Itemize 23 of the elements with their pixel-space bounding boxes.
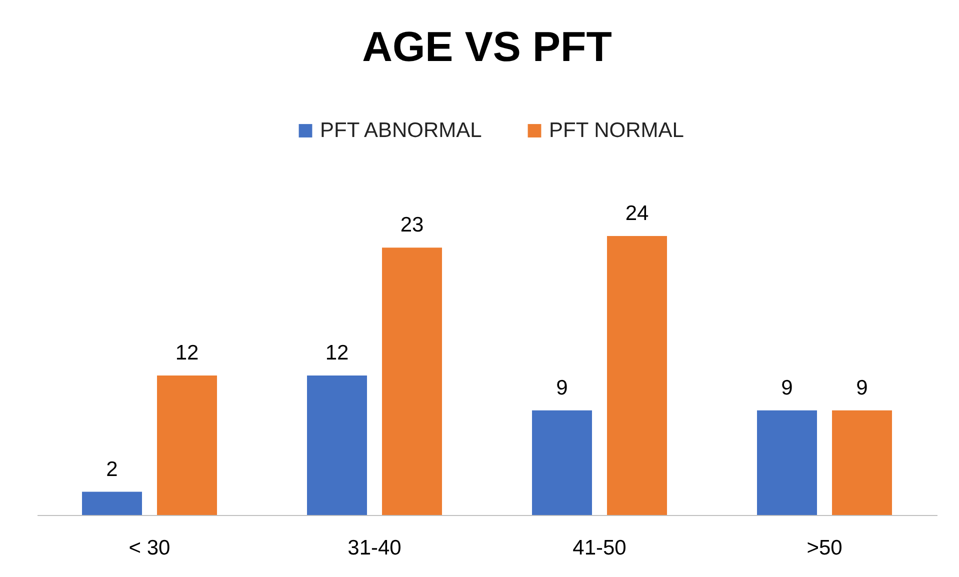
legend-label: PFT NORMAL bbox=[549, 118, 684, 142]
data-label: 12 bbox=[325, 342, 349, 364]
bar bbox=[382, 248, 442, 515]
x-tick-label: < 30 bbox=[128, 536, 170, 560]
x-tick-label: 41-50 bbox=[572, 536, 626, 560]
data-label: 9 bbox=[781, 376, 793, 400]
bar bbox=[607, 236, 667, 515]
bar bbox=[307, 376, 367, 515]
x-tick-label: 31-40 bbox=[348, 536, 402, 560]
data-label: 23 bbox=[400, 214, 424, 237]
bar bbox=[832, 410, 892, 515]
legend-label: PFT ABNORMAL bbox=[320, 118, 482, 142]
data-label: 2 bbox=[106, 458, 118, 481]
bar bbox=[532, 410, 592, 515]
bar bbox=[757, 410, 817, 515]
chart-title: AGE VS PFT bbox=[362, 23, 612, 70]
bar bbox=[157, 376, 217, 515]
x-tick-label: >50 bbox=[806, 536, 842, 560]
data-label: 9 bbox=[556, 376, 568, 400]
data-label: 24 bbox=[625, 202, 649, 225]
bar bbox=[82, 492, 142, 515]
data-label: 9 bbox=[856, 376, 868, 400]
data-label: 12 bbox=[175, 342, 199, 364]
